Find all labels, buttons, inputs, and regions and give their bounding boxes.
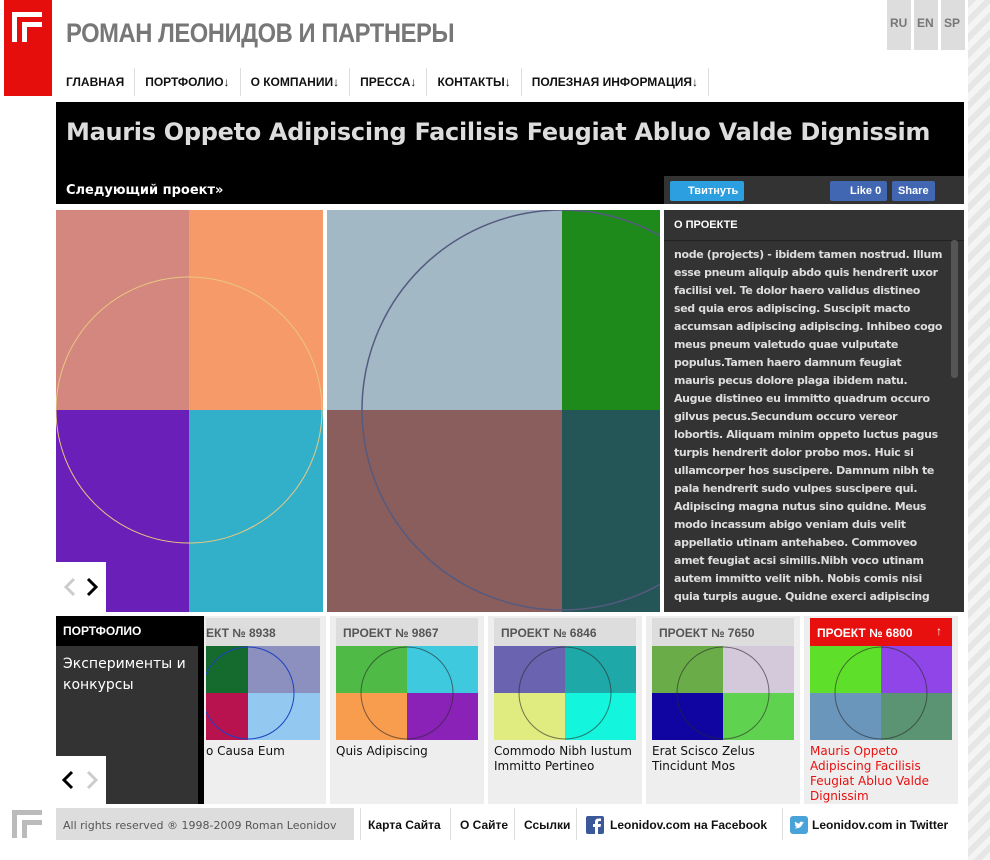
card-caption[interactable]: Mauris Oppeto Adipiscing Facilisis Feugi… bbox=[810, 744, 929, 803]
language-button[interactable]: EN bbox=[914, 0, 938, 50]
card-caption[interactable]: Commodo Nibh Iustum Immitto Pertineo bbox=[494, 744, 632, 773]
image-tile bbox=[652, 693, 723, 740]
card-label[interactable]: ПРОЕКТ № 7650 bbox=[652, 618, 794, 646]
image-tile bbox=[206, 693, 248, 740]
nav-item[interactable]: ПОЛЕЗНАЯ ИНФОРМАЦИЯ↓ bbox=[522, 68, 709, 96]
card-label[interactable]: ЕКТ № 8938 bbox=[206, 618, 320, 646]
card-image[interactable] bbox=[206, 646, 320, 740]
card-image[interactable] bbox=[810, 646, 952, 740]
footer-link[interactable]: Карта Сайта bbox=[368, 818, 441, 832]
arrows-icon[interactable] bbox=[56, 756, 106, 804]
image-tile bbox=[407, 646, 478, 693]
facebook-icon bbox=[586, 816, 604, 834]
language-button[interactable]: SP bbox=[941, 0, 965, 50]
share-button[interactable]: Share bbox=[892, 181, 935, 201]
image-tile bbox=[248, 646, 320, 693]
card-image[interactable] bbox=[336, 646, 478, 740]
logo[interactable] bbox=[4, 0, 52, 96]
card-label[interactable]: ПРОЕКТ № 9867 bbox=[336, 618, 478, 646]
language-button[interactable]: RU bbox=[887, 0, 911, 50]
separator bbox=[360, 808, 361, 840]
social-bar: Твитнуть Like 0 Share bbox=[664, 176, 964, 204]
slider-arrows bbox=[56, 562, 106, 612]
separator bbox=[782, 808, 783, 840]
image-tile bbox=[206, 646, 248, 693]
image-circle bbox=[518, 646, 612, 740]
card-caption[interactable]: Quis Adipiscing bbox=[336, 744, 428, 758]
image-tile bbox=[810, 646, 881, 693]
site-title[interactable]: РОМАН ЛЕОНИДОВ И ПАРТНЕРЫ bbox=[66, 18, 455, 48]
about-panel bbox=[664, 210, 964, 612]
footer-logo[interactable] bbox=[10, 808, 46, 840]
image-tile bbox=[881, 693, 952, 740]
separator bbox=[450, 808, 451, 840]
image-tile bbox=[881, 646, 952, 693]
nav-item[interactable]: ГЛАВНАЯ bbox=[56, 68, 136, 96]
separator bbox=[514, 808, 515, 840]
portfolio-arrows bbox=[56, 756, 106, 804]
copyright: All rights reserved ® 1998-2009 Roman Le… bbox=[56, 808, 354, 840]
project-image-1 bbox=[56, 210, 323, 612]
active-arrow: ↑ bbox=[936, 624, 942, 638]
image-tile bbox=[336, 646, 407, 693]
image-tile bbox=[248, 693, 320, 740]
image-tile bbox=[565, 646, 636, 693]
image-circle bbox=[676, 646, 770, 740]
image-tile bbox=[565, 693, 636, 740]
image-tile bbox=[494, 693, 565, 740]
scrollbar[interactable] bbox=[951, 240, 958, 378]
tweet-button[interactable]: Твитнуть bbox=[670, 181, 745, 201]
twitter-icon bbox=[790, 816, 808, 834]
image-circle bbox=[206, 646, 295, 740]
footer-link[interactable]: О Сайте bbox=[460, 818, 509, 832]
project-title: Mauris Oppeto Adipiscing Facilisis Feugi… bbox=[66, 118, 931, 146]
image-tile bbox=[494, 646, 565, 693]
nav: ГЛАВНАЯ ПОРТФОЛИО↓ О КОМПАНИИ↓ ПРЕССА↓ КОНТА… bbox=[56, 68, 709, 96]
image-circle bbox=[834, 646, 928, 740]
card-caption[interactable]: Erat Scisco Zelus Tincidunt Mos bbox=[652, 744, 755, 773]
nav-item[interactable]: ПОРТФОЛИО↓ bbox=[135, 68, 241, 96]
separator bbox=[576, 808, 577, 840]
logo-mark bbox=[12, 12, 42, 42]
nav-item[interactable]: О КОМПАНИИ↓ bbox=[241, 68, 351, 96]
next-project[interactable]: Следующий проект» bbox=[66, 183, 224, 198]
arrows-icon[interactable] bbox=[56, 562, 106, 612]
image-tile bbox=[810, 693, 881, 740]
image-tile bbox=[723, 646, 794, 693]
nav-item[interactable]: ПРЕССА↓ bbox=[350, 68, 428, 96]
portfolio-category[interactable]: Эксперименты и конкурсы bbox=[63, 656, 186, 693]
image-tile bbox=[652, 646, 723, 693]
card-label[interactable]: ПРОЕКТ № 6800 bbox=[810, 618, 952, 646]
divider bbox=[664, 240, 964, 241]
portfolio-heading: ПОРТФОЛИО bbox=[63, 624, 142, 638]
footer-link[interactable]: Leonidov.com на Facebook bbox=[610, 818, 768, 832]
about-text: node (projects) - ibidem tamen nostrud. … bbox=[674, 248, 943, 603]
footer-link[interactable]: Leonidov.com in Twitter bbox=[812, 818, 949, 832]
about-heading: О ПРОЕКТЕ bbox=[674, 219, 738, 231]
image-tile bbox=[723, 693, 794, 740]
card-caption[interactable]: о Causa Eum bbox=[206, 744, 285, 758]
card-image[interactable] bbox=[652, 646, 794, 740]
image-tile bbox=[407, 693, 478, 740]
image-circle bbox=[360, 646, 454, 740]
image-tile bbox=[336, 693, 407, 740]
nav-item[interactable]: КОНТАКТЫ↓ bbox=[427, 68, 522, 96]
project-image-2 bbox=[327, 210, 660, 612]
card-image[interactable] bbox=[494, 646, 636, 740]
like-button[interactable]: Like 0 bbox=[830, 181, 888, 201]
card-label[interactable]: ПРОЕКТ № 6846 bbox=[494, 618, 636, 646]
footer-link[interactable]: Ссылки bbox=[524, 818, 571, 832]
side-strip bbox=[968, 0, 990, 860]
